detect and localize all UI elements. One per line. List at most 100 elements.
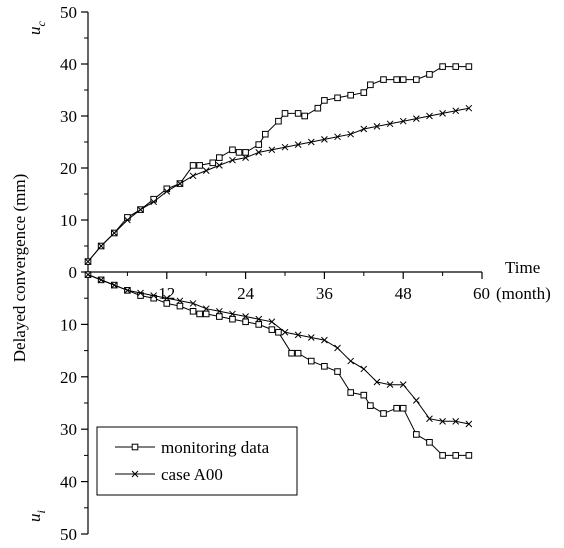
data-point xyxy=(255,321,263,328)
data-point xyxy=(426,415,433,423)
data-point-stroke xyxy=(202,167,210,174)
data-point xyxy=(137,206,144,213)
data-point xyxy=(150,198,158,206)
series-line xyxy=(87,107,469,262)
data-point xyxy=(196,162,203,169)
data-point-stroke xyxy=(412,397,420,404)
data-point-stroke xyxy=(229,156,236,164)
y-tick-label: 30 xyxy=(60,420,77,439)
data-point xyxy=(97,242,105,250)
y-tick-label: 50 xyxy=(60,3,77,22)
data-point-stroke xyxy=(307,334,315,341)
y-label-bottom: ui xyxy=(25,510,48,522)
data-point-stroke xyxy=(202,305,210,313)
data-point xyxy=(255,315,263,323)
data-point xyxy=(163,300,171,307)
data-point-stroke xyxy=(452,417,460,425)
data-point-stroke xyxy=(163,188,171,195)
data-point xyxy=(255,141,263,148)
data-point xyxy=(242,318,249,326)
data-point-stroke xyxy=(150,292,158,299)
x-axis-unit: (month) xyxy=(496,284,551,303)
legend-label: monitoring data xyxy=(161,438,270,457)
y-axis-label: Delayed convergence (mm) xyxy=(10,174,29,363)
data-point xyxy=(235,149,243,156)
data-point-stroke xyxy=(360,125,368,133)
data-point xyxy=(131,443,139,451)
data-point-stroke xyxy=(386,381,394,389)
data-point xyxy=(163,188,171,195)
data-point xyxy=(373,123,381,130)
data-point xyxy=(294,110,302,117)
data-point-stroke xyxy=(110,229,118,237)
data-point xyxy=(413,76,420,83)
data-point xyxy=(334,133,341,141)
series-top-case-a00 xyxy=(84,104,473,265)
data-point xyxy=(229,315,236,323)
data-point xyxy=(347,130,355,138)
data-point-stroke xyxy=(426,112,433,120)
data-point-stroke xyxy=(110,281,118,289)
legend-box xyxy=(96,426,298,496)
data-point xyxy=(97,276,105,284)
data-point xyxy=(84,271,92,278)
x-tick-label: 60 xyxy=(473,284,490,303)
data-point xyxy=(281,328,289,336)
data-point xyxy=(347,91,354,99)
data-point xyxy=(452,417,460,425)
data-point xyxy=(268,318,276,326)
data-point xyxy=(307,334,315,341)
data-point-stroke xyxy=(189,300,197,307)
data-point xyxy=(393,404,400,412)
data-point xyxy=(229,156,236,164)
x-tick-label: 24 xyxy=(237,284,255,303)
data-point-stroke xyxy=(215,307,223,315)
data-point-stroke xyxy=(281,328,289,336)
data-point xyxy=(367,402,374,409)
data-point-stroke xyxy=(399,117,407,125)
data-point xyxy=(189,300,197,307)
data-point-stroke xyxy=(215,162,223,169)
data-point xyxy=(452,452,460,459)
x-tick-label: 12 xyxy=(158,284,175,303)
data-point-stroke xyxy=(399,381,407,389)
data-point xyxy=(294,141,302,148)
data-point xyxy=(314,104,322,112)
data-point xyxy=(301,112,308,120)
data-point xyxy=(452,107,460,115)
data-point-stroke xyxy=(386,120,394,128)
data-point xyxy=(426,439,433,446)
data-point-stroke xyxy=(321,336,328,344)
x-tick-label: 48 xyxy=(395,284,412,303)
data-point xyxy=(124,216,131,224)
data-point xyxy=(202,167,210,174)
data-point xyxy=(84,258,92,265)
data-point-stroke xyxy=(465,420,473,428)
y-tick-label: 30 xyxy=(60,107,77,126)
data-point xyxy=(229,146,236,154)
legend-entry: case A00 xyxy=(115,465,223,484)
data-point-stroke xyxy=(176,297,184,305)
data-point xyxy=(176,302,184,310)
data-point xyxy=(360,391,368,399)
data-point xyxy=(426,71,433,78)
data-point-stroke xyxy=(163,294,171,302)
data-point-stroke xyxy=(294,331,302,339)
data-point-stroke xyxy=(321,136,328,143)
data-point-stroke xyxy=(255,149,263,156)
y-tick-label: 40 xyxy=(60,55,77,74)
data-point xyxy=(242,154,249,161)
data-point xyxy=(275,328,282,336)
data-point xyxy=(124,286,131,294)
data-point xyxy=(294,349,302,357)
data-point-stroke xyxy=(255,315,263,323)
y-label-top: uc xyxy=(25,21,48,36)
data-point-stroke xyxy=(426,415,433,423)
data-point xyxy=(393,76,400,83)
data-point-stroke xyxy=(465,104,473,112)
data-point xyxy=(465,63,473,70)
data-point xyxy=(465,420,473,428)
data-point xyxy=(268,146,276,154)
data-point xyxy=(202,305,210,313)
data-point xyxy=(380,410,387,417)
